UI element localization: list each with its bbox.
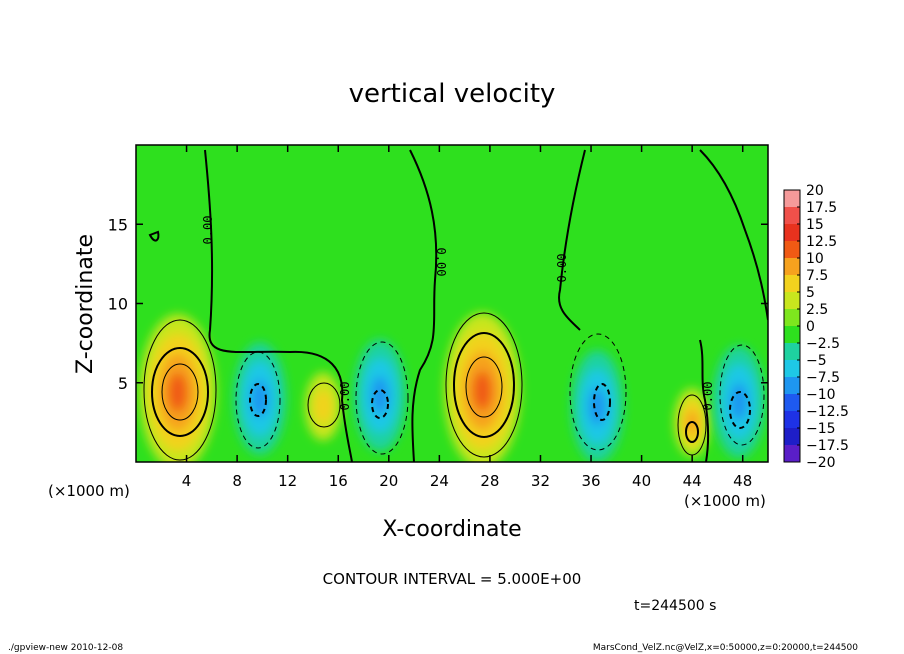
x-tick-label: 12 — [278, 472, 297, 490]
x-tick-label: 4 — [182, 472, 192, 490]
colorbar-label: −12.5 — [806, 404, 849, 420]
y-tick-label: 5 — [118, 374, 128, 393]
updraft-cell — [139, 314, 216, 462]
colorbar-label: 5 — [806, 285, 815, 301]
x-tick-label: 8 — [232, 472, 242, 490]
x-unit-left: (×1000 m) — [48, 482, 130, 500]
colorbar-swatch — [784, 377, 800, 394]
contour-label: 0.00 — [555, 254, 569, 283]
colorbar-label: −2.5 — [806, 336, 840, 352]
colorbar-label: 17.5 — [806, 200, 837, 216]
negative-contours — [235, 333, 765, 455]
colorbar-swatch — [784, 258, 800, 275]
x-tick-label: 28 — [480, 472, 499, 490]
contour-label: 0.00 — [201, 216, 215, 245]
colorbar-swatch — [784, 326, 800, 343]
colorbar-swatch — [784, 275, 800, 292]
colorbar-label: −17.5 — [806, 438, 849, 454]
time-label: t=244500 s — [634, 598, 716, 614]
x-axis: 4 8 12 16 20 24 28 32 36 40 44 48 — [182, 145, 752, 490]
colorbar-label: −10 — [806, 387, 836, 403]
zero-contours — [148, 149, 768, 462]
colorbar-label: −15 — [806, 421, 836, 437]
contour-label: 0.00 — [701, 382, 715, 411]
y-axis-label: Z-coordinate — [73, 234, 98, 374]
contour-label: 0.00 — [338, 382, 352, 411]
x-tick-label: 32 — [531, 472, 550, 490]
colorbar-label: 20 — [806, 183, 824, 199]
x-unit-right: (×1000 m) — [684, 492, 766, 510]
colorbar-label: 10 — [806, 251, 824, 267]
chart-title: vertical velocity — [349, 79, 556, 109]
colorbar-label: 15 — [806, 217, 824, 233]
colorbar-label: −5 — [806, 353, 827, 369]
colorbar: 2017.51512.5107.552.50−2.5−5−7.5−10−12.5… — [783, 183, 849, 471]
colorbar-swatch — [784, 241, 800, 258]
x-tick-label: 20 — [379, 472, 398, 490]
colorbar-swatch — [784, 411, 800, 428]
x-tick-label: 24 — [430, 472, 449, 490]
footer-right: MarsCond_VelZ.nc@VelZ,x=0:50000,z=0:2000… — [593, 643, 858, 653]
colorbar-label: 12.5 — [806, 234, 837, 250]
downdraft-cell — [233, 342, 286, 455]
colorbar-swatch — [784, 190, 800, 207]
colorbar-swatch — [784, 428, 800, 445]
y-tick-label: 10 — [108, 295, 128, 314]
x-tick-label: 16 — [329, 472, 348, 490]
colorbar-swatch — [784, 360, 800, 377]
colorbar-label: 7.5 — [806, 268, 828, 284]
colorbar-label: 0 — [806, 319, 815, 335]
contour-interval: CONTOUR INTERVAL = 5.000E+00 — [323, 570, 582, 588]
y-axis: 5 10 15 — [108, 215, 768, 393]
colorbar-label: −7.5 — [806, 370, 840, 386]
updraft-cell — [444, 312, 521, 462]
footer-left: ./gpview-new 2010-12-08 — [8, 643, 123, 653]
colorbar-swatch — [784, 207, 800, 224]
downdraft-cell — [353, 339, 406, 452]
colorbar-label: −20 — [806, 455, 836, 471]
x-tick-label: 40 — [632, 472, 651, 490]
colorbar-swatch — [784, 309, 800, 326]
colorbar-label: 2.5 — [806, 302, 828, 318]
x-tick-label: 48 — [733, 472, 752, 490]
downdraft-cell — [571, 350, 624, 462]
x-axis-label: X-coordinate — [382, 517, 521, 542]
downdraft-cell — [712, 345, 765, 458]
colorbar-swatch — [784, 445, 800, 462]
colorbar-swatch — [784, 292, 800, 309]
x-tick-label: 36 — [581, 472, 600, 490]
colorbar-swatch — [784, 224, 800, 241]
contour-label: 0.00 — [434, 248, 448, 277]
colorbar-swatch — [784, 394, 800, 411]
colorbar-swatch — [784, 343, 800, 360]
x-tick-label: 44 — [683, 472, 702, 490]
y-tick-label: 15 — [108, 215, 128, 234]
